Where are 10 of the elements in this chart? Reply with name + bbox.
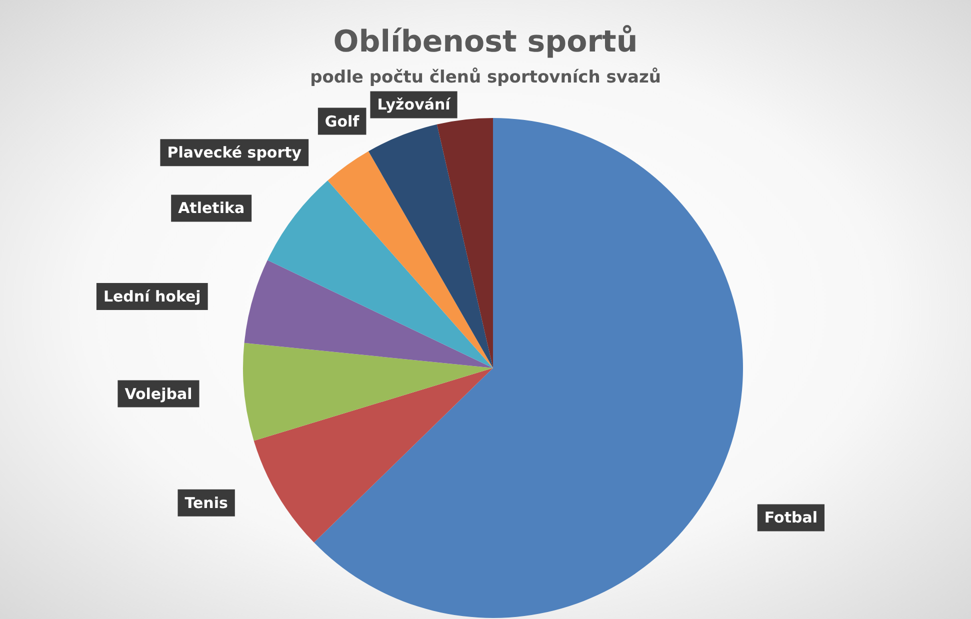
slice-label: Lyžování — [377, 96, 452, 114]
slice-label: Fotbal — [764, 508, 818, 527]
slice-label: Lední hokej — [103, 287, 201, 306]
slice-label: Plavecké sporty — [167, 144, 302, 162]
chart-subtitle: podle počtu členů sportovních svazů — [310, 68, 661, 88]
slice-label: Volejbal — [124, 384, 192, 403]
chart-title: Oblíbenost sportů — [333, 24, 638, 60]
slice-label: Atletika — [178, 199, 245, 218]
slice-label: Golf — [324, 112, 360, 130]
slice-label: Tenis — [184, 494, 228, 512]
